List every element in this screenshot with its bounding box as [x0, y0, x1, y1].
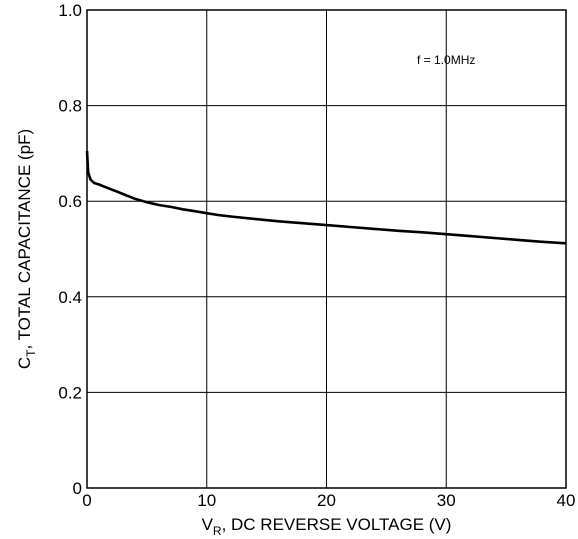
series-line-capacitance [85, 150, 567, 245]
x-tick-label: 10 [197, 491, 216, 510]
y-tick-labels: 0 0.2 0.4 0.6 0.8 1.0 [58, 1, 82, 498]
x-tick-label: 40 [557, 491, 576, 510]
y-tick-label: 0.8 [58, 97, 82, 116]
y-tick-label: 1.0 [58, 1, 82, 20]
x-tick-label: 0 [82, 491, 91, 510]
frequency-annotation: f = 1.0MHz [417, 53, 475, 67]
x-axis-label-rest: , DC REVERSE VOLTAGE (V) [222, 515, 452, 534]
plot-frame [86, 9, 567, 489]
y-axis-label-rest: , TOTAL CAPACITANCE (pF) [15, 129, 34, 350]
x-tick-labels: 0 10 20 30 40 [82, 491, 575, 510]
x-tick-label: 20 [317, 491, 336, 510]
y-tick-label: 0.2 [58, 383, 82, 402]
y-axis-label-sub: T [24, 349, 38, 357]
y-axis-label-main: C [15, 357, 34, 369]
x-axis-label-main: V [202, 515, 214, 534]
x-axis-label: VR, DC REVERSE VOLTAGE (V) [202, 515, 452, 538]
y-tick-label: 0.6 [58, 192, 82, 211]
y-tick-label: 0.4 [58, 288, 82, 307]
y-tick-label: 0 [73, 479, 82, 498]
x-tick-label: 30 [437, 491, 456, 510]
grid-lines [87, 10, 566, 488]
x-axis-label-sub: R [213, 524, 222, 538]
y-axis-label: CT, TOTAL CAPACITANCE (pF) [15, 129, 38, 369]
